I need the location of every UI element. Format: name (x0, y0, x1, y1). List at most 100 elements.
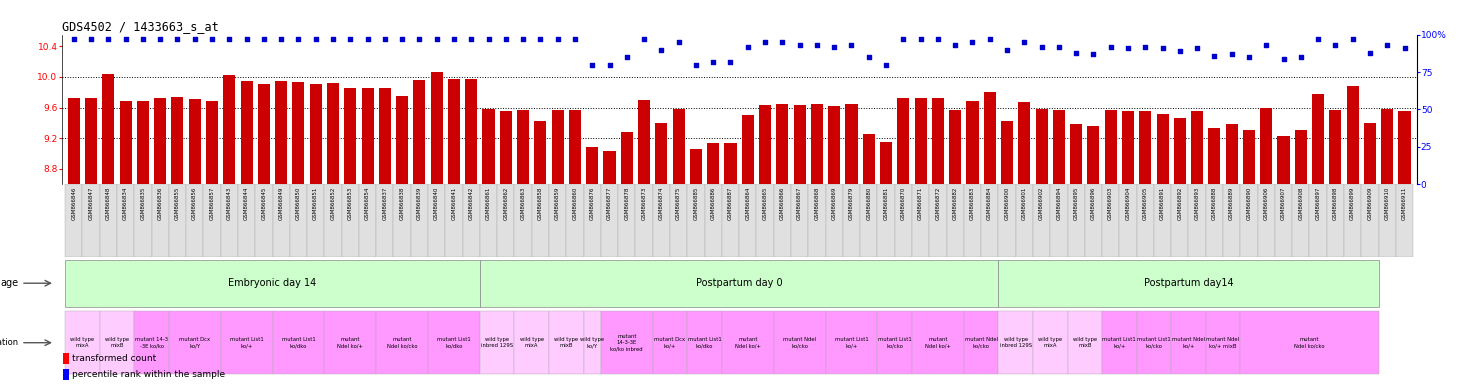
Bar (238, 184, 255, 257)
Bar (687, 311, 722, 374)
Point (1271, 55, 1295, 61)
Bar (103, 74, 115, 184)
Text: GSM866835: GSM866835 (141, 187, 145, 220)
Point (1340, 36, 1364, 42)
Point (909, 36, 932, 42)
Point (1185, 45, 1208, 51)
Point (1255, 42, 1279, 48)
Bar (465, 79, 477, 184)
Bar (878, 184, 894, 257)
Text: GSM866846: GSM866846 (72, 187, 76, 220)
Point (788, 42, 812, 48)
Point (1169, 48, 1192, 54)
Bar (653, 311, 687, 374)
Bar (186, 184, 204, 257)
Point (1358, 50, 1381, 56)
Text: GSM866853: GSM866853 (348, 187, 352, 220)
Text: GSM866901: GSM866901 (1022, 187, 1026, 220)
Point (1116, 45, 1139, 51)
Point (580, 61, 603, 68)
Point (270, 36, 294, 42)
Bar (100, 311, 134, 374)
Text: wild type
mixA: wild type mixA (70, 337, 94, 348)
Text: GSM866869: GSM866869 (832, 187, 837, 220)
Text: mutant Ndel
ko/cko: mutant Ndel ko/cko (964, 337, 998, 348)
Bar (966, 101, 979, 184)
Text: GSM866838: GSM866838 (399, 187, 405, 220)
Text: GSM866886: GSM866886 (711, 187, 716, 220)
Bar (981, 184, 998, 257)
Point (1064, 50, 1088, 56)
Bar (1327, 184, 1345, 257)
Point (511, 36, 534, 42)
Bar (189, 99, 201, 184)
Bar (690, 149, 702, 184)
Bar (1381, 109, 1393, 184)
Bar (1208, 128, 1220, 184)
Bar (1053, 110, 1064, 184)
Bar (514, 184, 531, 257)
Text: GSM866905: GSM866905 (1142, 187, 1148, 220)
Bar (600, 184, 618, 257)
Text: GSM866895: GSM866895 (1073, 187, 1079, 220)
Bar (1274, 184, 1292, 257)
Point (235, 36, 258, 42)
Text: GSM866908: GSM866908 (1298, 187, 1304, 220)
Point (1082, 51, 1105, 57)
Bar (1295, 130, 1307, 184)
Bar (1139, 111, 1151, 184)
Text: GSM866902: GSM866902 (1039, 187, 1044, 220)
Point (702, 58, 725, 65)
Point (390, 36, 414, 42)
Text: mutant List1
ko/dko: mutant List1 ko/dko (437, 337, 471, 348)
Text: transformed count: transformed count (72, 354, 156, 363)
Text: GSM866872: GSM866872 (935, 187, 941, 220)
Text: GSM866837: GSM866837 (382, 187, 388, 220)
Bar (1016, 184, 1033, 257)
Point (1376, 42, 1399, 48)
Point (286, 36, 310, 42)
Text: wild type
mixB: wild type mixB (1073, 337, 1097, 348)
Text: GSM866899: GSM866899 (1351, 187, 1355, 220)
Bar (600, 311, 653, 374)
Bar (483, 109, 495, 184)
Text: GSM866887: GSM866887 (728, 187, 733, 220)
Bar (344, 88, 357, 184)
Bar (687, 184, 705, 257)
Bar (327, 83, 339, 184)
Text: GSM866850: GSM866850 (297, 187, 301, 220)
Bar (549, 311, 584, 374)
Point (857, 54, 881, 60)
Bar (653, 184, 669, 257)
Bar (1258, 184, 1274, 257)
Text: mutant
Ndel ko/+: mutant Ndel ko/+ (338, 337, 363, 348)
Bar (65, 260, 480, 306)
Text: Postpartum day 0: Postpartum day 0 (696, 278, 782, 288)
Bar (1260, 108, 1273, 184)
Point (546, 36, 570, 42)
Bar (480, 311, 514, 374)
Bar (1171, 311, 1205, 374)
Text: genotype/variation: genotype/variation (0, 338, 18, 347)
Point (1100, 43, 1123, 50)
Bar (860, 184, 878, 257)
Bar (1205, 184, 1223, 257)
Point (339, 36, 363, 42)
Bar (1035, 109, 1048, 184)
Point (131, 36, 154, 42)
Point (304, 36, 327, 42)
Text: GSM866841: GSM866841 (452, 187, 457, 220)
Text: GSM866855: GSM866855 (175, 187, 181, 220)
Bar (794, 105, 806, 184)
Bar (669, 184, 687, 257)
Text: mutant
14-3-3E
ko/ko inbred: mutant 14-3-3E ko/ko inbred (611, 334, 643, 351)
Text: GSM866870: GSM866870 (901, 187, 906, 220)
Text: wild type
mixA: wild type mixA (520, 337, 543, 348)
Bar (722, 184, 740, 257)
Bar (932, 98, 944, 184)
Bar (1396, 184, 1414, 257)
Point (115, 36, 138, 42)
Bar (809, 184, 825, 257)
Bar (998, 260, 1378, 306)
Point (1307, 36, 1330, 42)
